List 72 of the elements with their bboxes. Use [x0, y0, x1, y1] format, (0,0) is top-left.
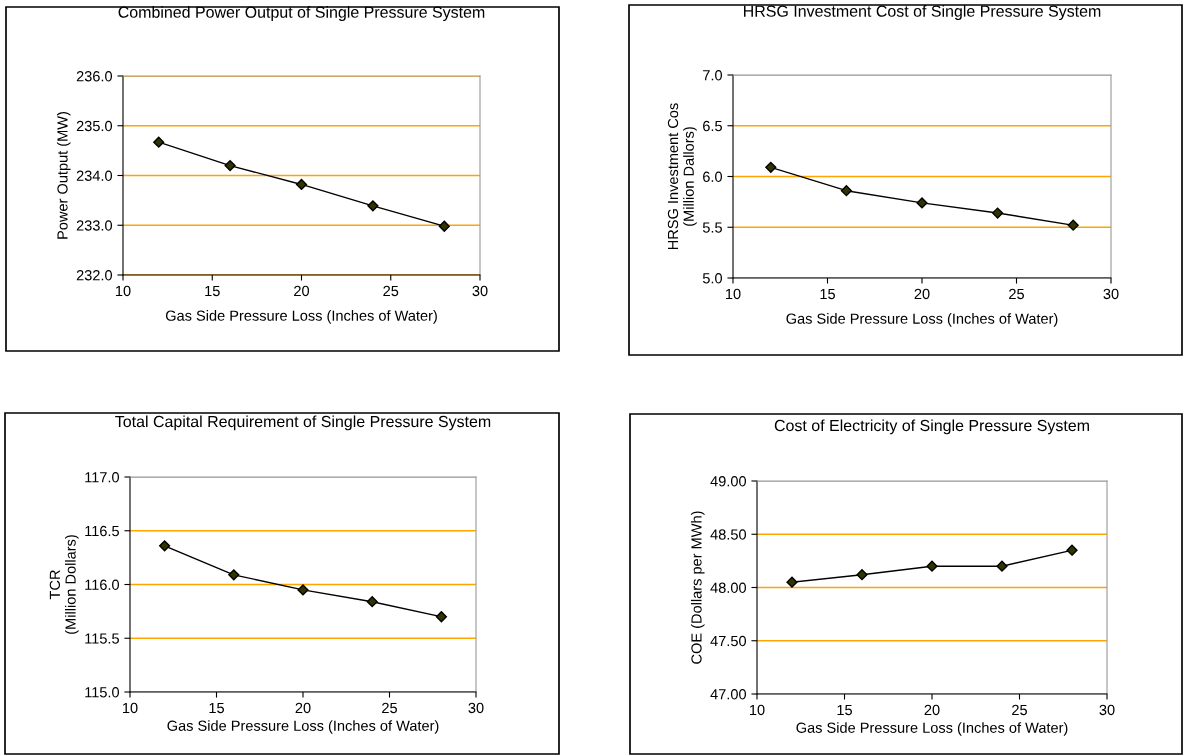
y-tick-label: 116.0 [85, 579, 120, 590]
x-tick-label: 20 [295, 702, 311, 714]
x-tick-label: 30 [1103, 288, 1119, 300]
point [435, 611, 448, 623]
point [1067, 219, 1079, 231]
point [224, 159, 236, 172]
x-tick-label: 15 [820, 288, 835, 300]
chart-title: HRSG Investment Cost of Single Pressure System [744, 5, 1101, 20]
point [765, 161, 777, 173]
x-tick-label: 25 [1012, 704, 1027, 716]
x-tick-label: 30 [468, 702, 484, 714]
x-tick-label: 15 [837, 704, 852, 716]
x-tick-label: 20 [294, 285, 310, 297]
x-tick-label: 25 [382, 702, 397, 714]
y-tick-label: 5.0 [702, 273, 723, 284]
point [228, 569, 240, 581]
y-tick-label: 49.00 [710, 476, 747, 487]
point [438, 220, 450, 232]
x-tick-label: 30 [1099, 704, 1115, 716]
y-tick-label: 116.5 [85, 525, 119, 537]
x-tick-label: 25 [383, 285, 399, 297]
chart-title: Cost of Electricity of Single Pressure System [774, 419, 1089, 435]
point [153, 136, 165, 148]
y-tick-label: 115.5 [85, 633, 119, 644]
x-axis-title: Gas Side Pressure Loss (Inches of Water) [796, 722, 1068, 736]
chart-title: Total Capital Requirement of Single Pressure System [115, 415, 491, 431]
x-tick-label: 20 [924, 704, 940, 716]
y-tick-label: 5.5 [702, 222, 722, 233]
point [840, 185, 853, 197]
point [158, 540, 171, 552]
y-axis-title: HRSG Investment Cos (Million Dallors) [667, 103, 697, 250]
x-tick-label: 10 [123, 702, 138, 714]
y-tick-label: 6.5 [703, 120, 722, 132]
y-tick-label: 117.0 [85, 472, 120, 483]
x-axis-title: Gas Side Pressure Loss (Inches of Water) [786, 313, 1058, 327]
y-tick-label: 232.0 [76, 270, 113, 281]
x-tick-label: 30 [472, 285, 488, 297]
y-tick-label: 233.0 [76, 220, 113, 231]
x-tick-label: 10 [750, 704, 765, 716]
x-tick-label: 15 [209, 702, 224, 714]
y-axis-title: COE (Dollars per MWh) [690, 511, 705, 664]
point [996, 560, 1008, 572]
point [786, 576, 798, 588]
y-axis-title: Power Output (MW) [56, 111, 71, 239]
point [297, 584, 309, 596]
y-tick-label: 48.00 [710, 582, 747, 593]
x-tick-label: 25 [1009, 288, 1024, 300]
x-axis-title: Gas Side Pressure Loss (Inches of Water) [167, 720, 439, 734]
y-tick-label: 235.0 [76, 120, 113, 132]
x-tick-label: 15 [205, 285, 220, 297]
point [367, 200, 379, 212]
x-axis-title: Gas Side Pressure Loss (Inches of Water) [165, 310, 437, 324]
y-tick-label: 115.0 [85, 687, 120, 698]
x-tick-label: 10 [726, 288, 741, 300]
point [1066, 544, 1078, 556]
y-axis-title: TCR (Million Dollars) [49, 535, 79, 634]
y-tick-label: 47.00 [710, 689, 747, 700]
y-tick-label: 236.0 [76, 71, 113, 82]
point [856, 569, 868, 581]
y-tick-label: 48.50 [710, 529, 747, 540]
y-tick-label: 234.0 [76, 170, 113, 181]
x-tick-label: 10 [116, 285, 131, 297]
point [295, 178, 308, 191]
point [916, 197, 928, 209]
chart-title: Combined Power Output of Single Pressure System [118, 6, 485, 21]
point [366, 596, 378, 608]
y-tick-label: 7.0 [703, 70, 723, 81]
y-tick-label: 47.50 [710, 635, 747, 647]
x-tick-label: 20 [914, 288, 930, 300]
point [991, 207, 1004, 219]
point [926, 560, 938, 572]
y-tick-label: 6.0 [703, 171, 723, 182]
